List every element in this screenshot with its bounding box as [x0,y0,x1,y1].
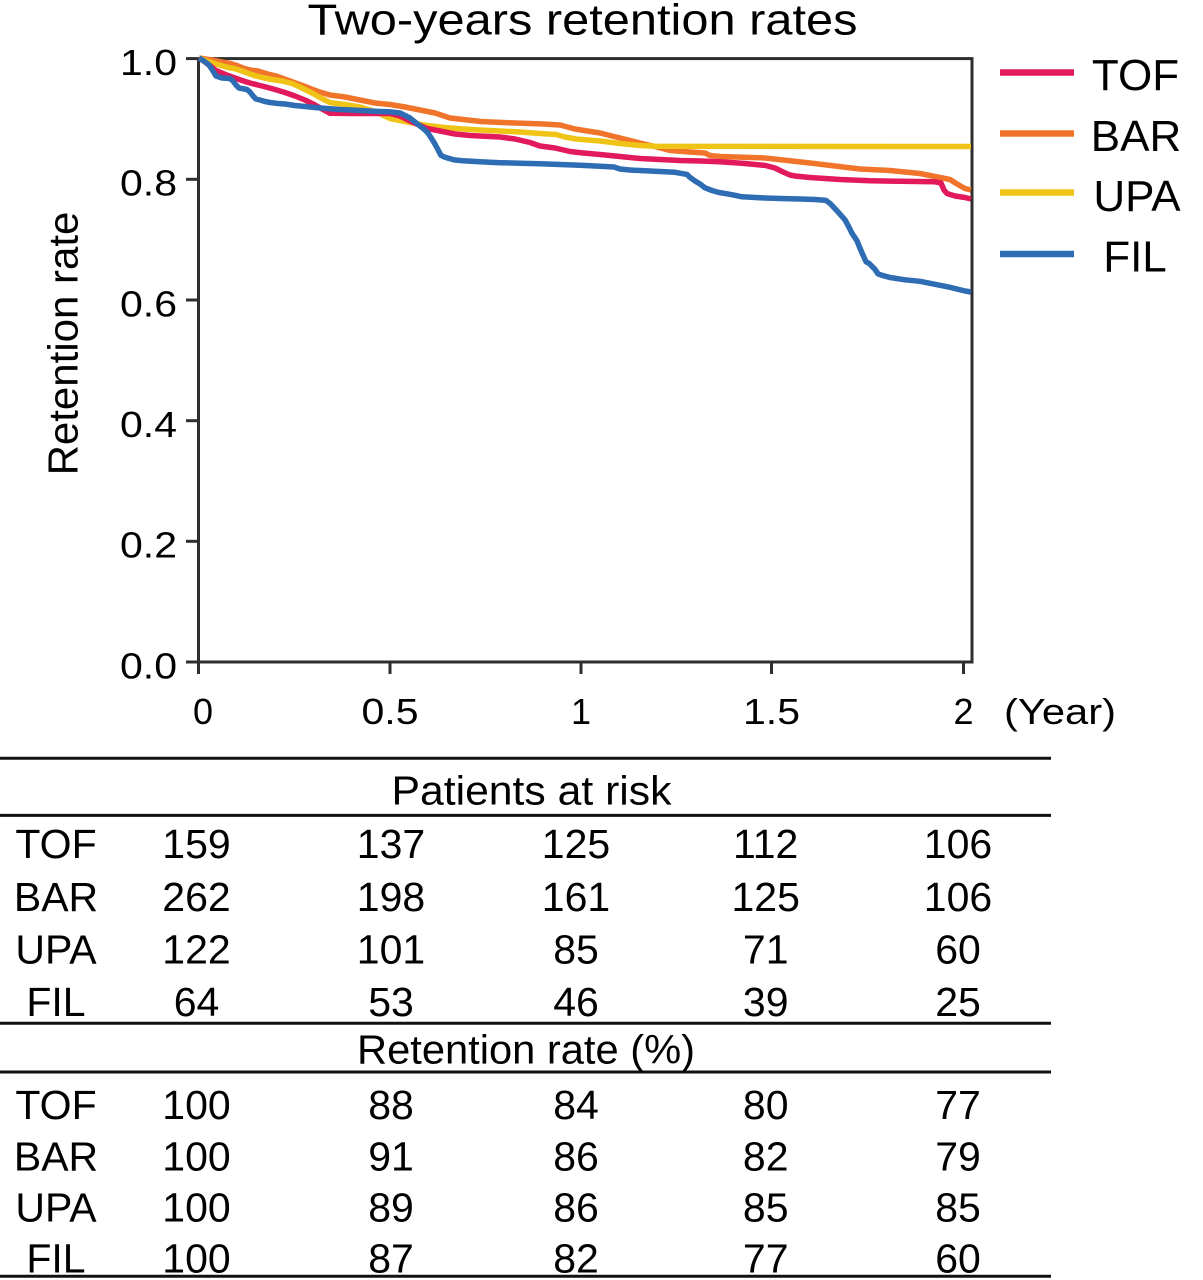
svg-text:100: 100 [162,1082,230,1128]
svg-text:BAR: BAR [14,874,98,920]
svg-text:77: 77 [935,1082,981,1128]
svg-text:64: 64 [174,979,220,1025]
svg-text:60: 60 [935,1236,981,1280]
svg-text:TOF: TOF [15,1082,96,1128]
svg-text:Retention rate (%): Retention rate (%) [357,1027,695,1073]
svg-text:125: 125 [542,821,610,867]
svg-text:106: 106 [924,821,992,867]
svg-text:125: 125 [731,874,799,920]
svg-text:UPA: UPA [15,1185,97,1231]
svg-text:79: 79 [935,1134,981,1180]
svg-text:1.0: 1.0 [120,42,177,83]
svg-text:85: 85 [935,1185,981,1231]
svg-text:71: 71 [743,927,789,973]
svg-text:0.4: 0.4 [120,404,177,445]
svg-text:0.5: 0.5 [362,691,419,732]
svg-text:85: 85 [553,927,599,973]
svg-text:Two-years retention rates: Two-years retention rates [308,0,858,45]
svg-text:BAR: BAR [14,1134,98,1180]
svg-text:TOF: TOF [1092,51,1179,100]
svg-text:TOF: TOF [15,821,96,867]
svg-text:86: 86 [553,1134,599,1180]
svg-text:100: 100 [162,1236,230,1280]
svg-text:0.6: 0.6 [120,283,177,324]
svg-text:Retention rate: Retention rate [40,212,87,476]
svg-text:100: 100 [162,1185,230,1231]
svg-text:(Year): (Year) [1004,691,1116,732]
svg-text:122: 122 [162,927,230,973]
svg-text:86: 86 [553,1185,599,1231]
svg-text:85: 85 [743,1185,789,1231]
svg-text:198: 198 [357,874,425,920]
svg-text:1.5: 1.5 [743,691,800,732]
svg-text:100: 100 [162,1134,230,1180]
svg-text:BAR: BAR [1091,112,1181,161]
svg-text:0.8: 0.8 [120,163,177,204]
svg-text:112: 112 [733,821,798,867]
svg-text:101: 101 [357,927,425,973]
svg-text:82: 82 [553,1236,599,1280]
svg-text:88: 88 [368,1082,414,1128]
svg-text:UPA: UPA [1093,172,1181,221]
svg-text:159: 159 [162,821,230,867]
svg-text:0: 0 [193,691,213,732]
svg-text:FIL: FIL [26,979,85,1025]
svg-text:FIL: FIL [1103,233,1167,282]
svg-text:60: 60 [935,927,981,973]
svg-text:77: 77 [743,1236,789,1280]
svg-text:80: 80 [743,1082,789,1128]
svg-text:0.2: 0.2 [120,525,177,566]
svg-text:25: 25 [935,979,981,1025]
svg-text:FIL: FIL [26,1236,85,1280]
svg-text:UPA: UPA [15,927,97,973]
svg-text:Patients at risk: Patients at risk [392,768,673,814]
svg-text:87: 87 [368,1236,414,1280]
svg-text:2: 2 [953,691,973,732]
svg-text:137: 137 [357,821,425,867]
svg-text:91: 91 [368,1134,414,1180]
svg-text:46: 46 [553,979,599,1025]
svg-text:39: 39 [743,979,789,1025]
svg-text:1: 1 [571,691,591,732]
svg-text:82: 82 [743,1134,789,1180]
svg-text:106: 106 [924,874,992,920]
svg-text:84: 84 [553,1082,599,1128]
svg-text:0.0: 0.0 [120,645,177,686]
svg-text:89: 89 [368,1185,414,1231]
svg-text:53: 53 [368,979,414,1025]
svg-text:161: 161 [542,874,610,920]
svg-text:262: 262 [162,874,230,920]
